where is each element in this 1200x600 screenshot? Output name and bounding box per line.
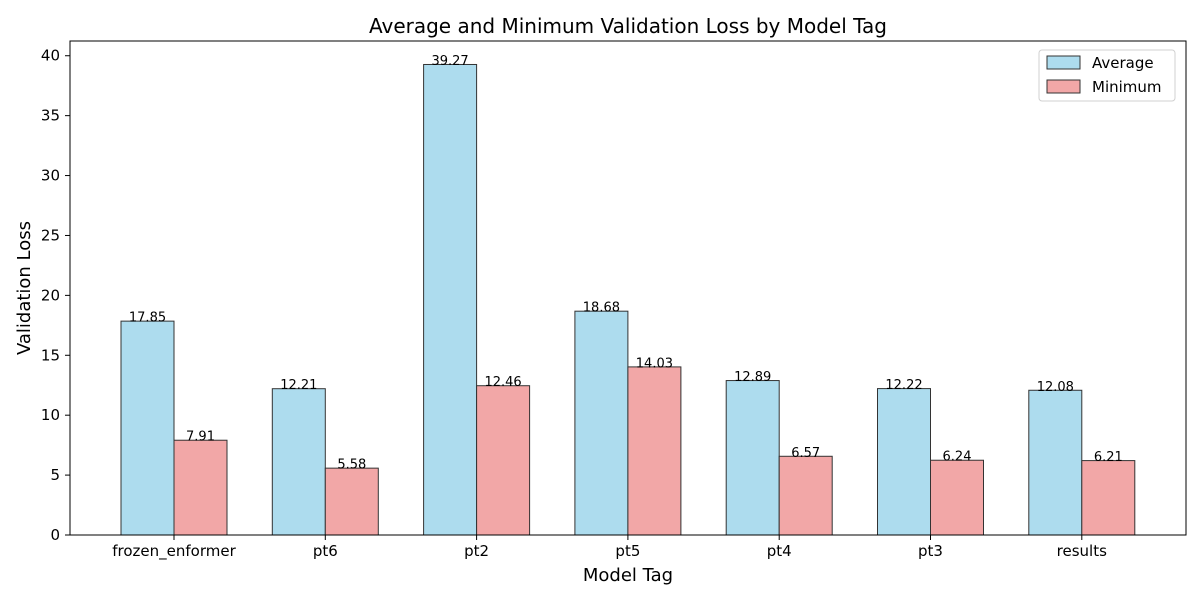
y-tick-label: 25 (41, 226, 60, 244)
x-axis-label: Model Tag (583, 565, 673, 586)
legend: Average Minimum (1038, 49, 1176, 102)
bar-label-average-pt4: 12.89 (734, 370, 771, 385)
bar-label-minimum-pt5: 14.03 (636, 356, 673, 371)
bar-minimum-frozen-enformer (173, 439, 228, 536)
x-tick-label-results: results (1057, 542, 1107, 560)
legend-swatch-minimum (1046, 79, 1081, 94)
bar-label-minimum-pt4: 6.57 (791, 446, 820, 461)
bar-label-minimum-pt3: 6.24 (943, 450, 972, 465)
bars-layer (120, 63, 1136, 536)
y-axis: 0 5 10 15 20 25 30 35 40 (41, 47, 70, 544)
bar-label-minimum-pt2: 12.46 (484, 375, 521, 390)
bar-minimum-results (1081, 460, 1136, 536)
bar-label-minimum-results: 6.21 (1094, 450, 1123, 465)
x-tick-label-pt5: pt5 (615, 542, 640, 560)
bar-label-minimum-frozen-enformer: 7.91 (186, 430, 215, 445)
x-tick-label-frozen-enformer: frozen_enformer (112, 542, 236, 561)
bar-minimum-pt4 (778, 455, 833, 536)
bar-label-minimum-pt6: 5.58 (337, 458, 366, 473)
y-tick-label: 35 (41, 107, 60, 125)
legend-swatch-average (1046, 55, 1081, 70)
y-axis-label: Validation Loss (14, 221, 35, 355)
bar-average-pt4 (725, 380, 780, 536)
y-tick-label: 0 (50, 526, 60, 544)
bar-average-pt3 (877, 388, 931, 536)
y-tick-label: 5 (50, 466, 60, 484)
bar-label-average-pt5: 18.68 (583, 301, 620, 316)
bar-average-pt6 (271, 388, 326, 536)
bar-average-frozen-enformer (120, 320, 175, 536)
y-tick-label: 20 (41, 286, 60, 304)
bar-minimum-pt5 (627, 366, 682, 536)
bar-average-results (1028, 389, 1083, 536)
bar-minimum-pt6 (324, 467, 379, 536)
bar-minimum-pt2 (476, 385, 531, 536)
y-tick-label: 10 (41, 406, 60, 424)
y-tick-label: 15 (41, 346, 60, 364)
bar-label-average-pt2: 39.27 (431, 54, 468, 69)
x-tick-label-pt3: pt3 (918, 542, 943, 560)
legend-label-average: Average (1092, 54, 1154, 72)
y-tick-label: 30 (41, 167, 60, 185)
legend-label-minimum: Minimum (1092, 78, 1162, 96)
x-tick-label-pt4: pt4 (767, 542, 792, 560)
chart-title: Average and Minimum Validation Loss by M… (369, 14, 887, 38)
bar-minimum-pt3 (930, 459, 984, 536)
bar-label-average-results: 12.08 (1037, 380, 1074, 395)
y-tick-label: 40 (41, 47, 60, 65)
x-axis: frozen_enformer pt6 pt2 pt5 pt4 pt3 results (112, 535, 1107, 561)
bar-value-labels: 17.85 12.21 39.27 18.68 12.89 12.22 12.08 7.91 5… (129, 54, 1123, 473)
bar-label-average-frozen-enformer: 17.85 (129, 311, 166, 326)
bar-average-pt2 (423, 63, 478, 536)
bar-label-average-pt6: 12.21 (280, 378, 317, 393)
x-tick-label-pt6: pt6 (313, 542, 338, 560)
bar-average-pt5 (574, 310, 629, 536)
x-tick-label-pt2: pt2 (464, 542, 489, 560)
bar-label-average-pt3: 12.22 (885, 378, 922, 393)
